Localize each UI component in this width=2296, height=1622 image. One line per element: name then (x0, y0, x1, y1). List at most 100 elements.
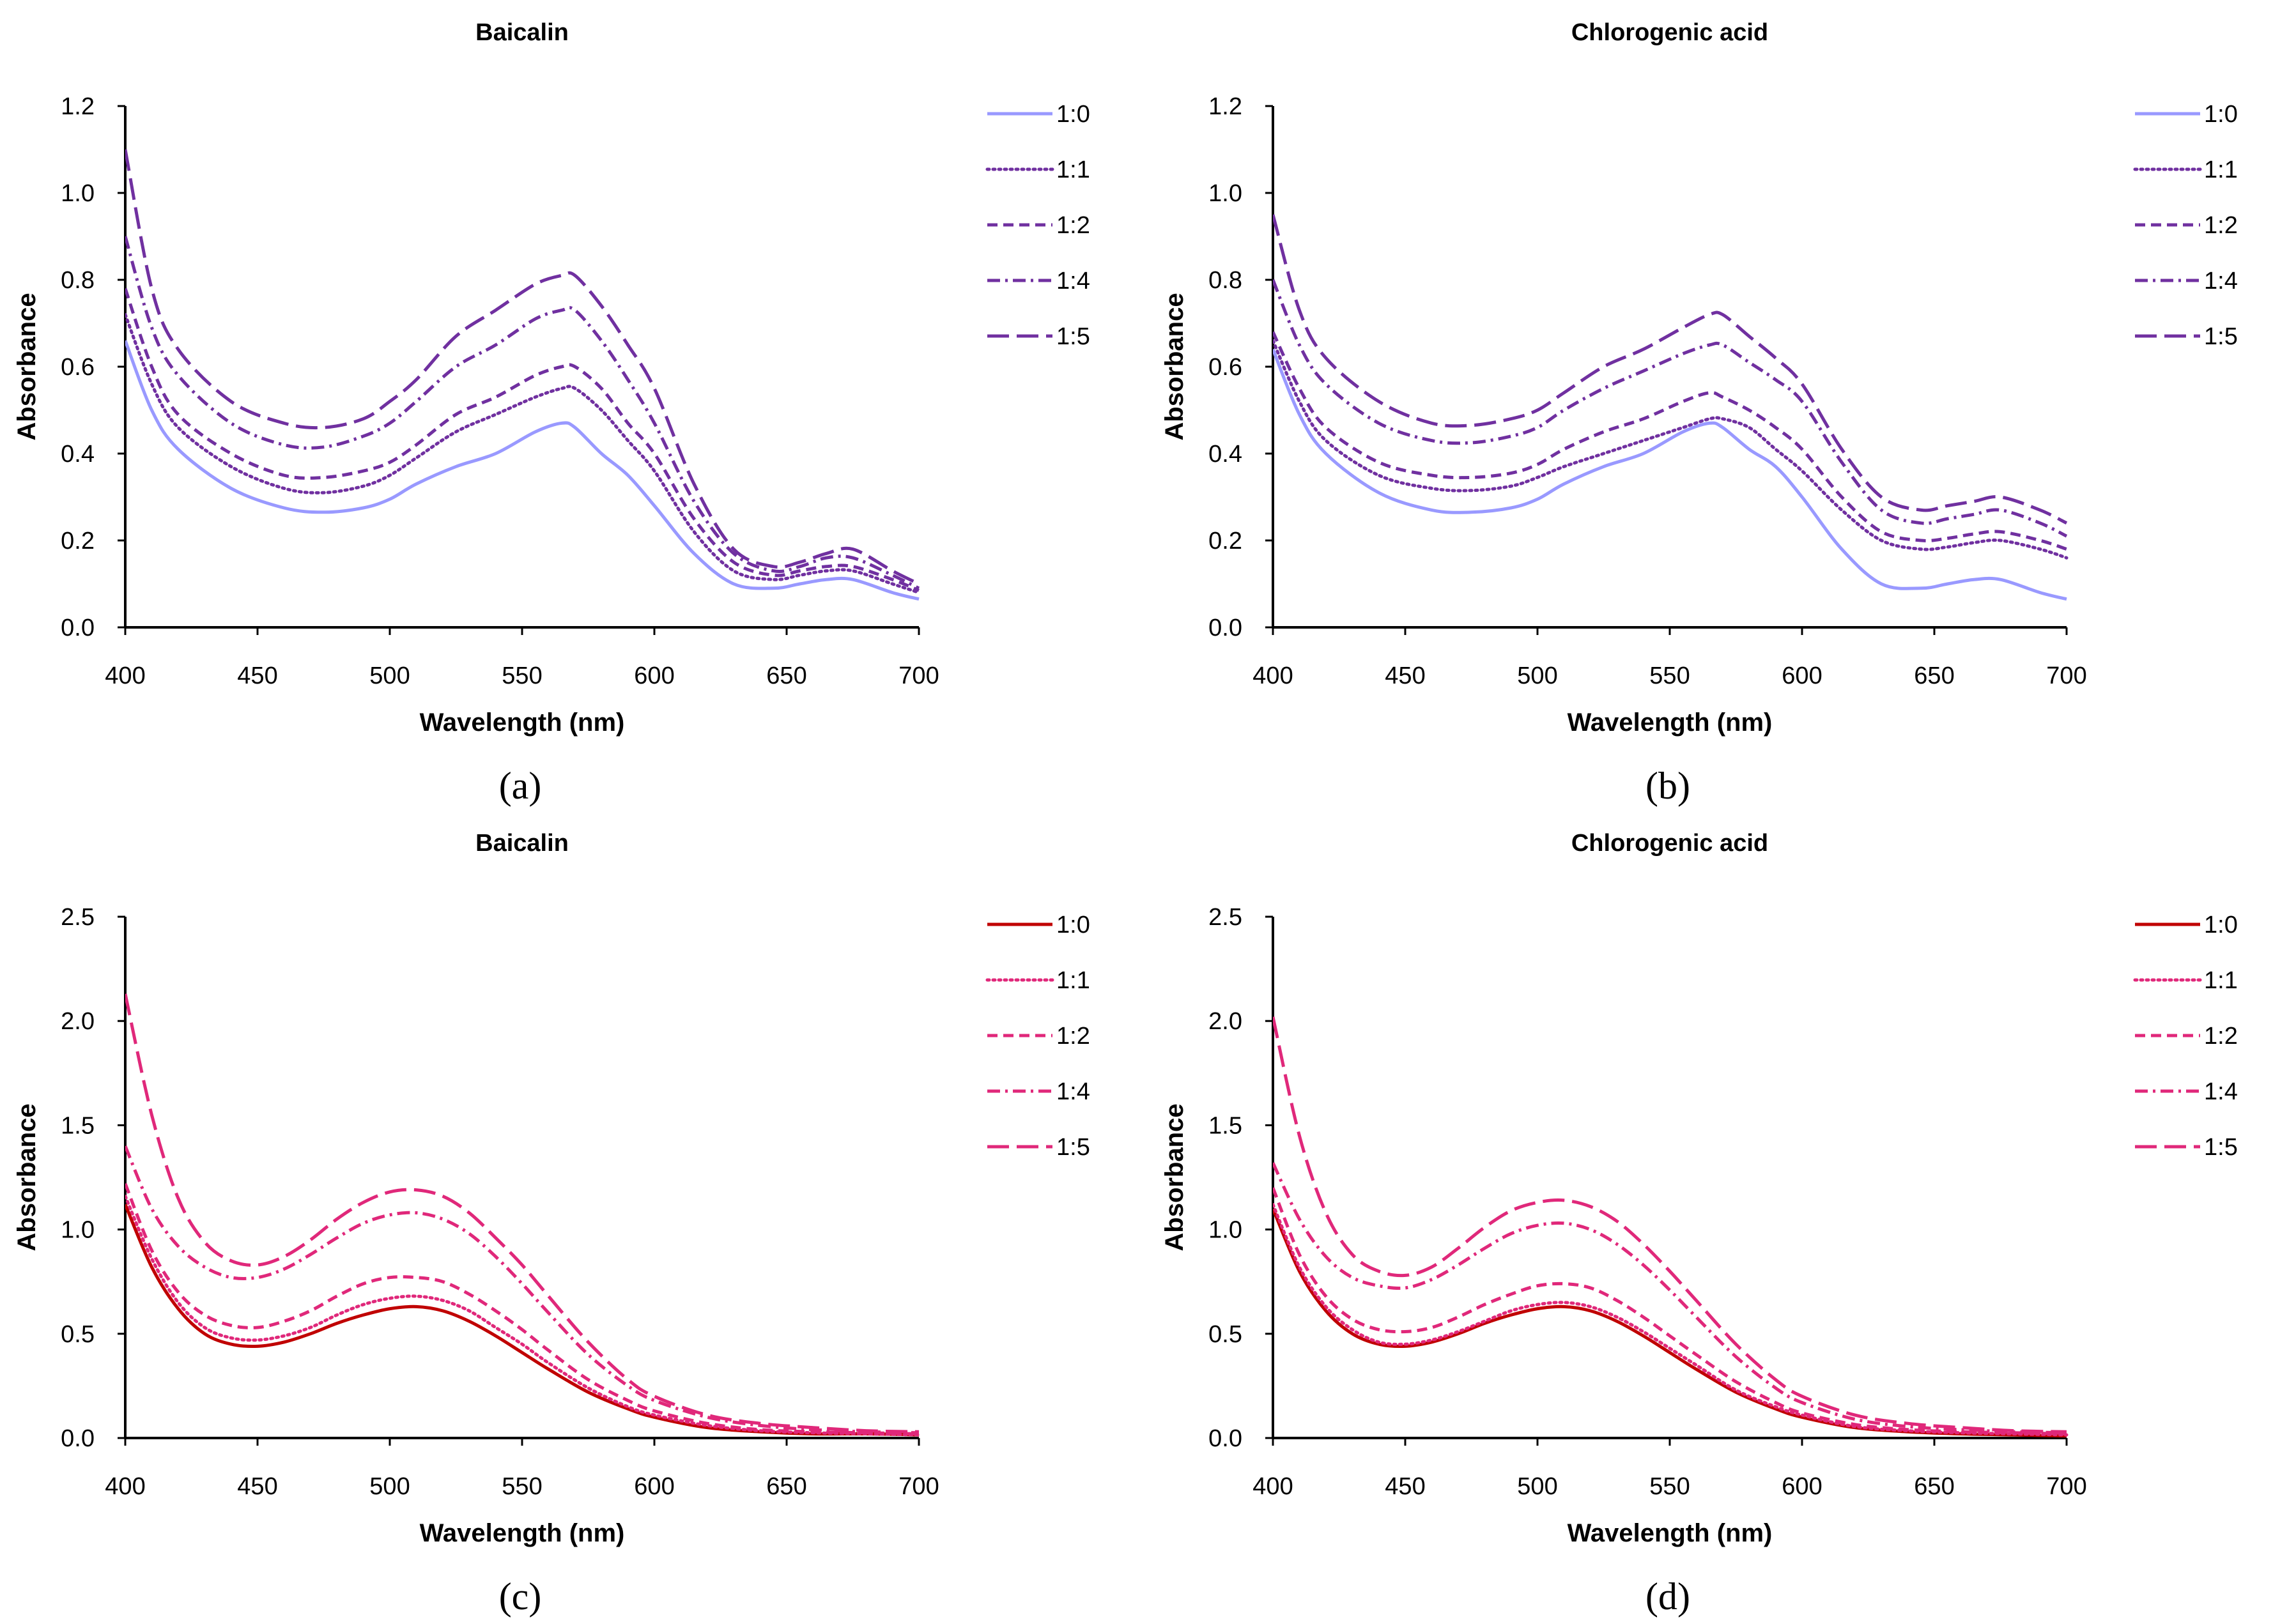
x-tick-label: 600 (1782, 1473, 1822, 1500)
x-tick-label: 400 (1252, 662, 1293, 689)
series-line-1-5 (125, 149, 920, 586)
legend-label: 1:0 (2204, 101, 2238, 128)
series-line-1-0 (125, 340, 920, 601)
series-line-1-1 (1273, 339, 2069, 560)
y-tick-label: 0.4 (1208, 441, 1242, 468)
y-tick-label: 0.0 (1208, 1425, 1242, 1452)
legend-label: 1:4 (1056, 1078, 1090, 1105)
x-tick-label: 400 (1252, 1473, 1293, 1500)
y-tick-label: 0.0 (1208, 615, 1242, 641)
chart-c-svg: Baicalin 0.0 0.5 1.0 1.5 2.0 2.5 400 450 500 550 60… (13, 830, 1090, 1618)
legend-label: 1:1 (1056, 157, 1090, 183)
y-tick-label: 2.0 (1208, 1008, 1242, 1035)
legend-label: 1:4 (2204, 1078, 2238, 1105)
y-tick-label: 0.2 (1208, 528, 1242, 555)
series-line-1-1 (125, 1194, 921, 1437)
x-tick-label: 700 (2046, 662, 2086, 689)
y-tick-label: 1.5 (61, 1112, 95, 1139)
x-tick-label: 550 (502, 662, 542, 689)
series-line-1-5 (1273, 1016, 2067, 1434)
y-tick-label: 0.4 (61, 441, 95, 468)
y-tick-label: 1.0 (61, 1217, 95, 1244)
series-line-1-4 (125, 1145, 920, 1435)
series-line-1-1 (125, 312, 921, 595)
x-tick-label: 600 (1782, 662, 1822, 689)
series-line-1-4 (125, 236, 920, 590)
y-tick-label: 0.5 (1208, 1321, 1242, 1348)
x-tick-label: 450 (1385, 1473, 1425, 1500)
y-tick-label: 1.0 (1208, 1217, 1242, 1244)
y-tick-label: 1.2 (61, 93, 95, 120)
x-axis-label: Wavelength (nm) (1568, 708, 1773, 737)
chart-panel-c: Baicalin 0.0 0.5 1.0 1.5 2.0 2.5 400 450 500 550 60… (0, 811, 1148, 1621)
chart-title: Baicalin (475, 19, 569, 46)
x-tick-label: 700 (2046, 1473, 2086, 1500)
legend-label: 1:5 (2204, 1134, 2238, 1161)
legend-label: 1:5 (1056, 1134, 1090, 1161)
x-tick-label: 650 (1914, 1473, 1954, 1500)
legend-label: 1:2 (2204, 1023, 2238, 1050)
y-axis-label: Absorbance (13, 1103, 41, 1251)
chart-title: Chlorogenic acid (1571, 19, 1768, 46)
x-axis-label: Wavelength (nm) (420, 1519, 625, 1547)
x-axis-label: Wavelength (nm) (1568, 1519, 1773, 1547)
x-tick-label: 450 (237, 662, 277, 689)
x-tick-label: 650 (1914, 662, 1954, 689)
chart-d-svg: Chlorogenic acid 0.0 0.5 1.0 1.5 2.0 2.5 400 450… (1160, 830, 2238, 1618)
x-tick-label: 500 (369, 1473, 410, 1500)
y-axis-label: Absorbance (13, 293, 41, 440)
y-axis-label: Absorbance (1160, 293, 1189, 440)
series-line-1-2 (1273, 331, 2067, 551)
y-tick-label: 1.5 (1208, 1112, 1242, 1139)
legend-label: 1:0 (1056, 912, 1090, 938)
chart-title: Chlorogenic acid (1571, 830, 1768, 857)
series-line-1-4 (1273, 1162, 2067, 1435)
x-axis-label: Wavelength (nm) (420, 708, 625, 737)
chart-a-svg: Baicalin 0.0 0.2 0.4 0.6 0.8 1.0 1.2 400 450 500 55… (13, 19, 1090, 807)
y-tick-label: 0.0 (61, 615, 95, 641)
y-tick-label: 1.2 (1208, 93, 1242, 120)
series-line-1-0 (1273, 1208, 2067, 1438)
legend-label: 1:1 (2204, 157, 2238, 183)
legend-label: 1:4 (1056, 268, 1090, 295)
legend-label: 1:2 (1056, 1023, 1090, 1050)
x-tick-label: 550 (502, 1473, 542, 1500)
x-tick-label: 600 (634, 1473, 674, 1500)
y-tick-label: 0.5 (61, 1321, 95, 1348)
legend-label: 1:2 (1056, 212, 1090, 239)
chart-title: Baicalin (475, 830, 569, 857)
x-tick-label: 550 (1649, 1473, 1690, 1500)
series-line-1-2 (125, 287, 920, 592)
series-line-1-0 (1273, 348, 2067, 601)
y-tick-label: 2.0 (61, 1008, 95, 1035)
series-line-1-2 (1273, 1187, 2067, 1435)
series-line-1-5 (125, 993, 920, 1434)
panel-label: (a) (499, 765, 542, 807)
legend-label: 1:5 (2204, 323, 2238, 350)
panel-label: (d) (1645, 1575, 1690, 1618)
series-line-1-1 (1273, 1202, 2069, 1437)
y-tick-label: 0.0 (61, 1425, 95, 1452)
legend-label: 1:1 (2204, 967, 2238, 994)
chart-panel-a: Baicalin 0.0 0.2 0.4 0.6 0.8 1.0 1.2 400 450 500 55… (0, 0, 1148, 811)
y-tick-label: 1.0 (61, 180, 95, 207)
x-tick-label: 500 (369, 662, 410, 689)
y-tick-label: 2.5 (61, 904, 95, 931)
y-tick-label: 0.8 (61, 267, 95, 294)
x-tick-label: 400 (105, 1473, 145, 1500)
y-tick-label: 1.0 (1208, 180, 1242, 207)
x-tick-label: 500 (1517, 1473, 1557, 1500)
y-tick-label: 0.6 (1208, 354, 1242, 381)
x-tick-label: 700 (898, 1473, 939, 1500)
panel-label: (b) (1645, 765, 1690, 807)
x-tick-label: 450 (1385, 662, 1425, 689)
y-tick-label: 0.2 (61, 528, 95, 555)
x-tick-label: 450 (237, 1473, 277, 1500)
y-tick-label: 0.8 (1208, 267, 1242, 294)
legend-label: 1:2 (2204, 212, 2238, 239)
legend-label: 1:1 (1056, 967, 1090, 994)
series-line-1-4 (1273, 279, 2068, 538)
series-line-1-5 (1273, 214, 2068, 525)
x-tick-label: 700 (898, 662, 939, 689)
chart-panel-b: Chlorogenic acid 0.0 0.2 0.4 0.6 0.8 1.0 1.2 400… (1148, 0, 2295, 811)
